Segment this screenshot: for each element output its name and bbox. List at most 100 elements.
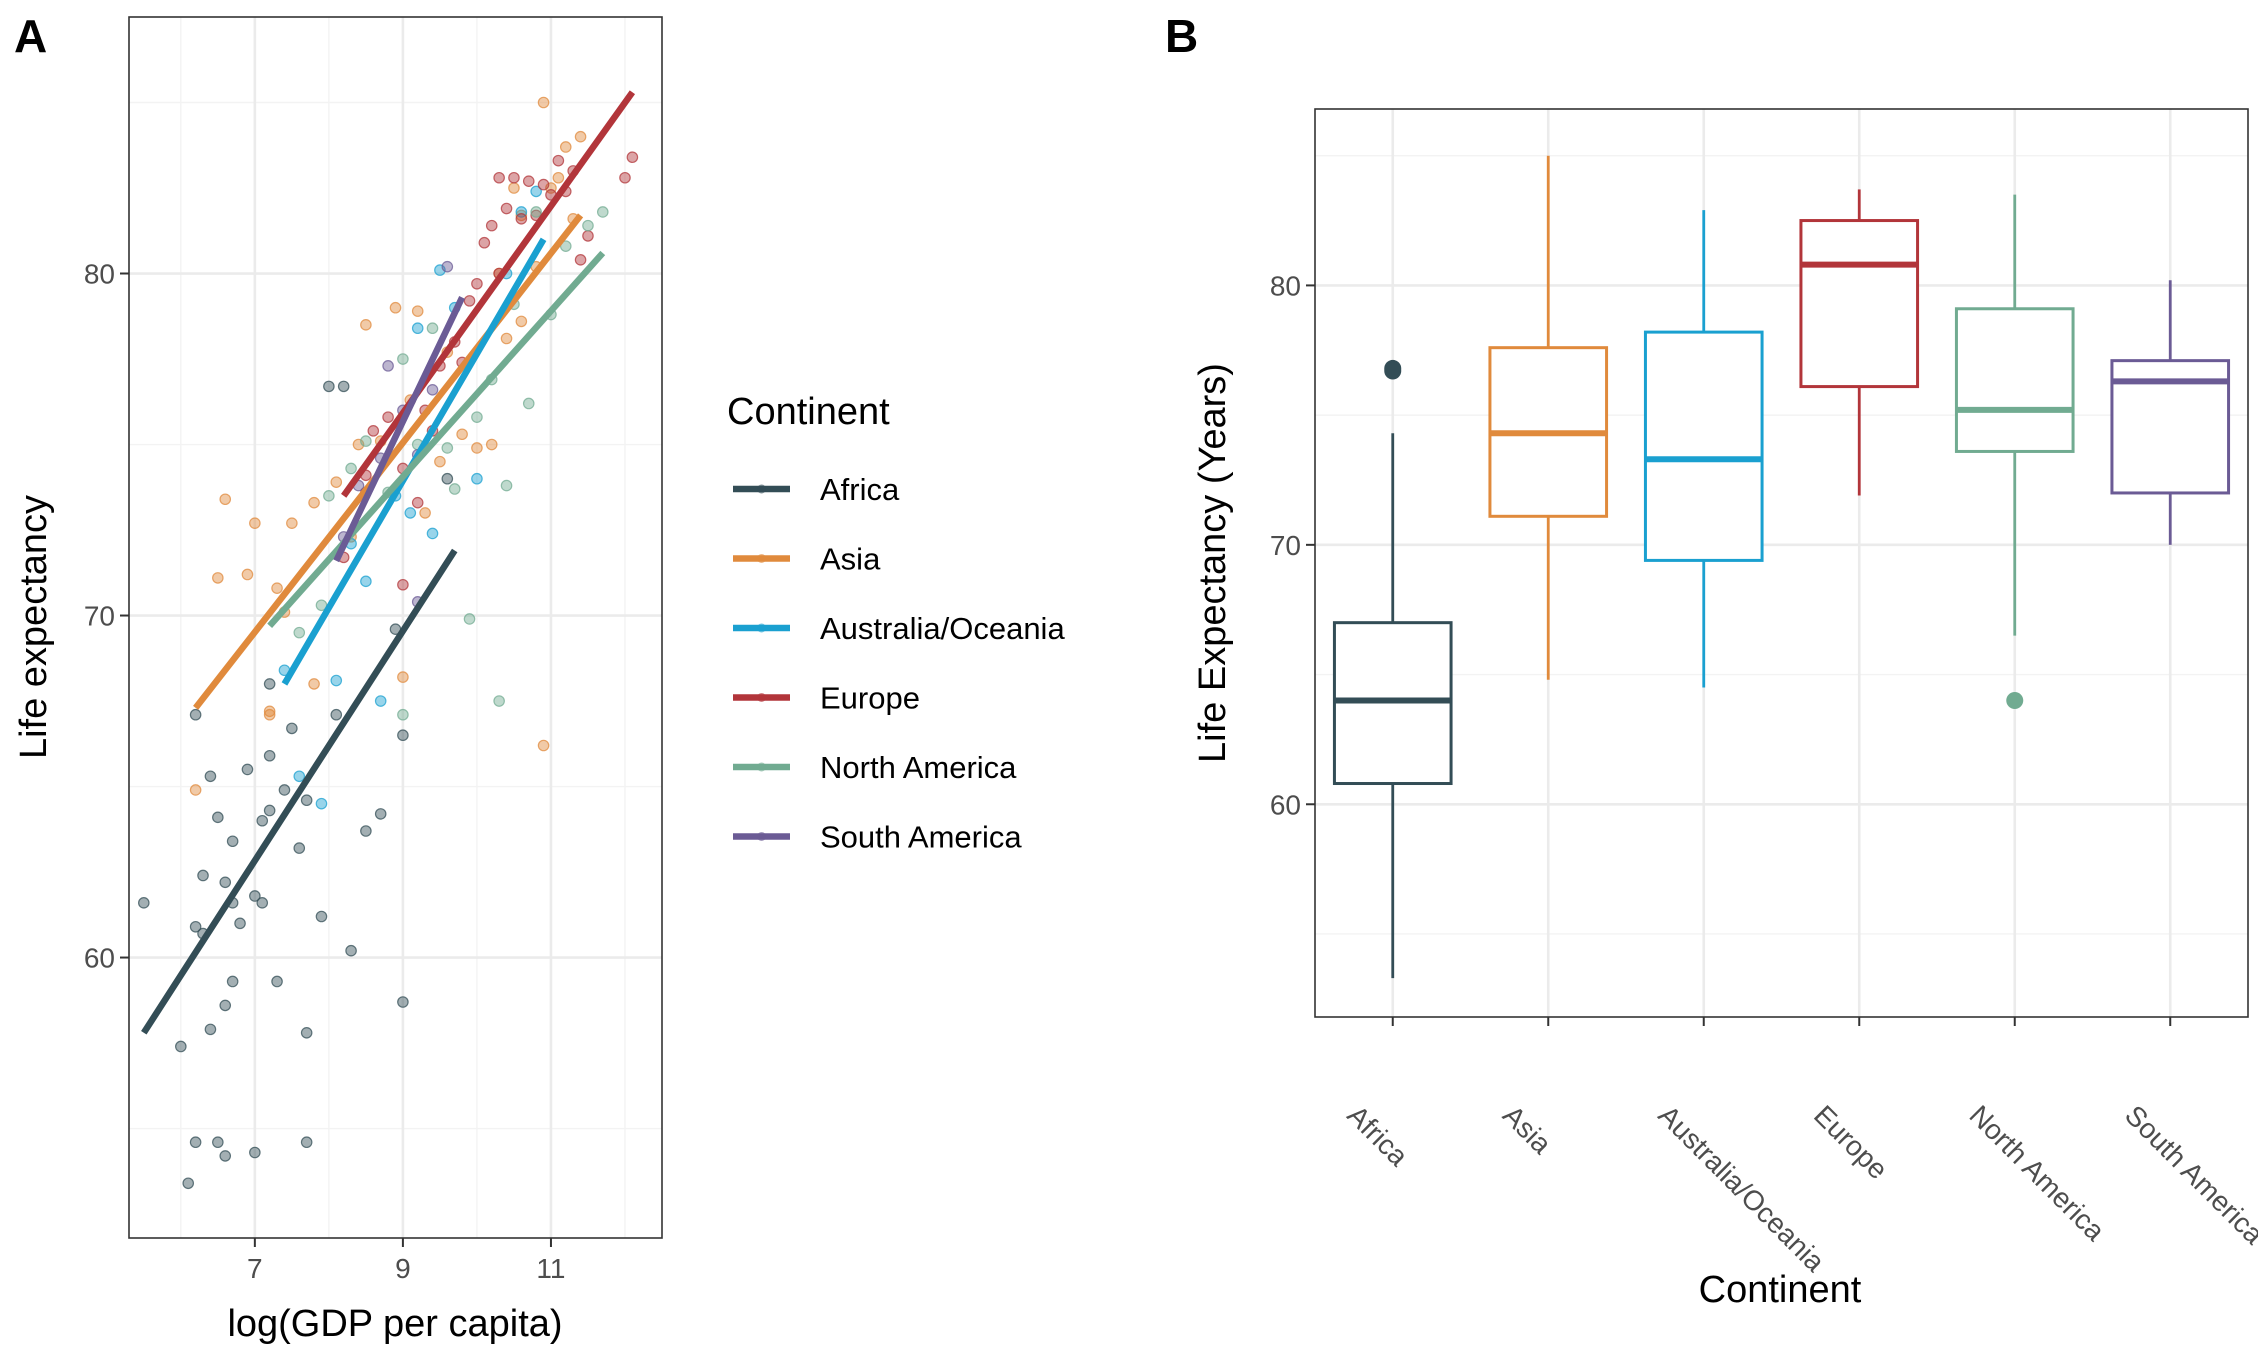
- point-africa: [212, 1136, 224, 1149]
- point-europe: [537, 178, 550, 191]
- point-asia: [263, 708, 276, 721]
- point-asia: [189, 784, 202, 796]
- point-africa: [300, 794, 313, 807]
- point-asia: [397, 671, 409, 683]
- point-europe: [471, 277, 483, 290]
- panel-b-x-tick-label-asia: Asia: [1497, 1099, 1558, 1160]
- outlier-north-america: [2006, 691, 2024, 709]
- panel-b-x-tick-label-europe: Europe: [1808, 1099, 1894, 1185]
- panel-a-points: [138, 96, 639, 1190]
- point-europe: [367, 425, 380, 437]
- point-asia: [389, 301, 402, 314]
- point-africa: [300, 1026, 313, 1039]
- box-europe: [1799, 219, 1920, 389]
- point-north-america: [448, 483, 461, 495]
- panel-b-x-tick-label-north-america: North America: [1964, 1099, 2112, 1247]
- point-europe: [463, 295, 476, 307]
- point-africa: [138, 897, 150, 909]
- point-asia: [219, 493, 232, 506]
- point-australia-oceania: [360, 575, 372, 588]
- legend: Continent Africa Asia Australia/Oceania Eur…: [727, 391, 1065, 855]
- point-north-america: [493, 695, 505, 707]
- legend-label-australia-oceania: Australia/Oceania: [820, 611, 1065, 646]
- panel-a-x-axis-title: log(GDP per capita): [227, 1303, 562, 1345]
- point-europe: [493, 171, 505, 184]
- point-asia: [241, 568, 254, 581]
- point-africa: [249, 890, 261, 902]
- point-asia: [537, 739, 550, 752]
- point-asia: [360, 319, 372, 331]
- point-asia: [537, 96, 550, 109]
- point-africa: [315, 910, 328, 923]
- point-africa: [300, 1136, 313, 1149]
- panel-b-y-axis-title: Life Expectancy (Years): [1192, 363, 1234, 763]
- point-australia-oceania: [471, 472, 483, 485]
- panel-b-x-tick-label-australia-oceania: Australia/Oceania: [1653, 1099, 1831, 1277]
- panel-a-border: [128, 16, 663, 1239]
- point-asia: [485, 438, 498, 451]
- point-asia: [411, 305, 424, 317]
- point-asia: [559, 141, 572, 153]
- point-africa: [226, 835, 239, 848]
- point-australia-oceania: [374, 695, 387, 707]
- legend-label-north-america: North America: [820, 750, 1017, 785]
- point-asia: [249, 517, 261, 529]
- legend-label-south-america: South America: [820, 820, 1022, 855]
- point-africa: [219, 876, 232, 889]
- point-north-america: [360, 435, 372, 447]
- point-africa: [397, 729, 409, 742]
- panel-b-y-tick-label: 70: [1270, 530, 1301, 561]
- point-africa: [219, 1150, 232, 1162]
- legend-label-europe: Europe: [820, 681, 920, 716]
- point-australia-oceania: [315, 797, 328, 810]
- panel-b-x-tick-label-africa: Africa: [1342, 1099, 1415, 1172]
- point-africa: [441, 472, 454, 485]
- point-south-america: [441, 260, 454, 273]
- point-australia-oceania: [411, 322, 424, 335]
- point-australia-oceania: [330, 674, 343, 687]
- panel-b-y-tick-label: 60: [1270, 789, 1301, 820]
- point-north-america: [293, 626, 306, 639]
- point-north-america: [596, 206, 609, 218]
- point-asia: [308, 496, 320, 509]
- point-north-america: [397, 708, 409, 721]
- point-europe: [515, 212, 528, 225]
- point-europe: [397, 578, 409, 591]
- point-south-america: [426, 383, 439, 396]
- legend-items: Africa Asia Australia/Oceania Europe North A…: [733, 472, 1065, 855]
- box-australia-oceania: [1643, 330, 1764, 562]
- point-africa: [182, 1177, 195, 1190]
- point-europe: [552, 154, 565, 167]
- outlier-africa: [1384, 362, 1402, 380]
- point-europe: [478, 236, 491, 249]
- point-asia: [456, 428, 468, 441]
- point-africa: [234, 917, 246, 930]
- point-africa: [360, 825, 372, 837]
- point-africa: [241, 763, 254, 776]
- point-africa: [397, 996, 409, 1008]
- point-africa: [256, 814, 269, 827]
- point-australia-oceania: [530, 185, 542, 198]
- point-africa: [249, 1146, 261, 1159]
- point-africa: [330, 708, 343, 721]
- point-asia: [471, 442, 483, 454]
- trend-line-europe: [341, 90, 636, 498]
- point-australia-oceania: [426, 527, 439, 540]
- point-asia: [552, 171, 565, 184]
- point-north-america: [426, 322, 439, 335]
- box-north-america: [1954, 307, 2075, 453]
- point-asia: [308, 678, 320, 690]
- point-australia-oceania: [293, 770, 306, 783]
- point-africa: [278, 784, 291, 796]
- panel-a-y-tick-label: 70: [84, 601, 115, 632]
- point-europe: [582, 230, 594, 242]
- point-australia-oceania: [404, 507, 417, 519]
- point-asia: [515, 209, 528, 222]
- point-asia: [212, 572, 224, 584]
- point-north-america: [345, 462, 357, 475]
- point-north-america: [323, 490, 335, 502]
- point-africa: [345, 944, 357, 957]
- panel-a-y-tick-label: 80: [84, 259, 115, 290]
- panel-a-y-axis-title: Life expectancy: [13, 495, 55, 759]
